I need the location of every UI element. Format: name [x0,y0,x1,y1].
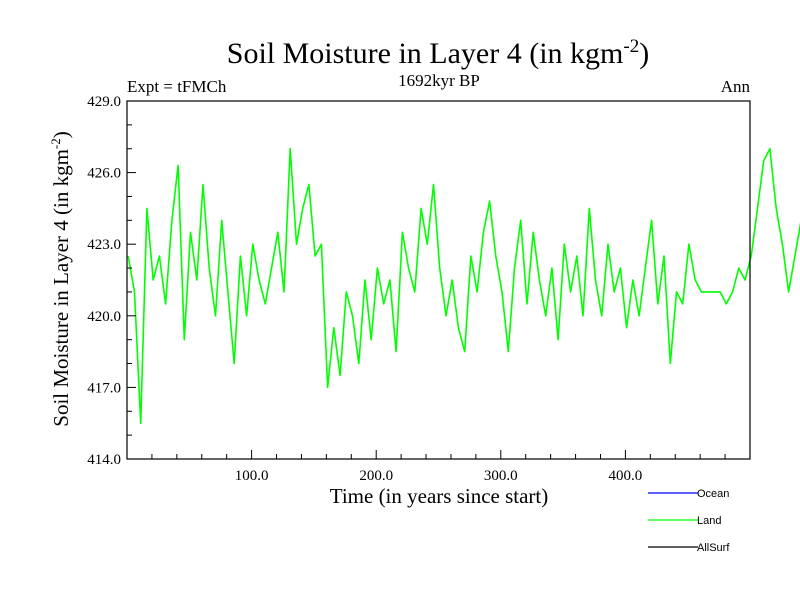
x-tick-label: 300.0 [484,468,518,484]
series-line-land [127,147,800,425]
period-label: 1692kyr BP [398,71,480,90]
plot-frame [126,100,751,460]
y-tick-label: 426.0 [87,166,121,182]
y-tick-label: 414.0 [87,452,121,468]
y-tick-label: 423.0 [87,237,121,253]
plot-content [127,147,800,425]
legend: Ocean Land AllSurf [648,488,730,554]
x-tick-label: 200.0 [359,468,393,484]
legend-label-land: Land [697,515,721,527]
y-tick-label: 417.0 [87,380,121,396]
y-axis-ticks: 414.0 417.0 420.0 423.0 426.0 429.0 [87,94,136,468]
x-axis-label: Time (in years since start) [330,484,549,508]
y-tick-label: 420.0 [87,309,121,325]
experiment-label: Expt = tFMCh [127,77,227,96]
y-tick-label: 429.0 [87,94,121,110]
x-tick-label: 100.0 [235,468,269,484]
chart-title: Soil Moisture in Layer 4 (in kgm-2) [227,36,649,70]
x-axis-ticks: 100.0 200.0 300.0 400.0 [151,450,726,484]
x-tick-label: 400.0 [609,468,643,484]
legend-label-allsurf: AllSurf [697,542,730,554]
season-label: Ann [721,77,751,96]
y-axis-label: Soil Moisture in Layer 4 (in kgm-2) [48,131,73,426]
legend-label-ocean: Ocean [697,488,729,500]
